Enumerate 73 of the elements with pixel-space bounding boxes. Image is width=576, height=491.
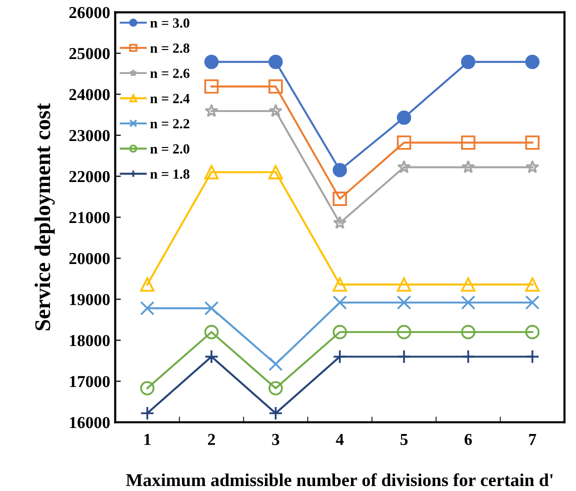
point: [396, 110, 412, 125]
point: [461, 295, 476, 310]
y-tick-label: 20000: [69, 252, 110, 264]
legend-label: n = 2.8: [150, 43, 190, 53]
point: [396, 135, 412, 150]
y-tick-label: 26000: [69, 6, 110, 18]
x-tick-label: 2: [208, 434, 215, 445]
point: [268, 165, 283, 180]
point: [396, 277, 412, 292]
point: [332, 350, 347, 364]
point: [204, 165, 219, 180]
point: [396, 350, 412, 364]
point: [268, 104, 283, 118]
point: [396, 295, 412, 310]
legend-label: n = 2.2: [150, 119, 190, 128]
y-tick-label: 24000: [69, 88, 110, 100]
point: [461, 160, 476, 174]
point: [332, 216, 347, 229]
point: [461, 54, 476, 70]
y-tick-label: 23000: [69, 130, 110, 142]
point: [332, 192, 347, 206]
point: [332, 324, 347, 340]
point: [204, 301, 219, 316]
point: [268, 381, 283, 396]
legend-label: n = 2.0: [150, 144, 190, 154]
point: [204, 54, 219, 70]
point: [140, 277, 154, 292]
x-tick-label: 1: [144, 434, 151, 445]
point: [397, 160, 411, 174]
point: [204, 324, 219, 340]
point: [268, 356, 283, 372]
x-axis-title: Maximum admissible number of divisions for certain d': [126, 473, 553, 486]
y-tick-label: 25000: [69, 48, 110, 60]
point: [140, 406, 154, 420]
point: [140, 381, 154, 396]
point: [204, 104, 218, 118]
point: [461, 277, 476, 292]
point: [461, 350, 476, 364]
legend-label: n = 2.6: [150, 68, 190, 78]
y-axis-title: Service deployment cost: [34, 103, 55, 330]
point: [461, 324, 476, 340]
y-tick-label: 16000: [70, 416, 110, 428]
x-tick-label: 7: [529, 434, 536, 445]
x-tick-label: 5: [400, 434, 408, 446]
legend-label: n = 2.4: [150, 94, 190, 104]
point: [525, 277, 540, 292]
point: [526, 160, 540, 174]
point: [204, 350, 219, 364]
point: [332, 162, 347, 178]
y-tick-label: 18000: [70, 334, 110, 346]
y-tick-label: 17000: [70, 376, 110, 388]
point: [525, 295, 540, 310]
point: [268, 406, 283, 420]
point: [525, 135, 540, 150]
x-tick-label: 4: [336, 434, 344, 445]
point: [268, 54, 283, 70]
x-tick-label: 6: [464, 434, 472, 446]
legend-label: n = 3.0: [150, 18, 190, 28]
x-tick-label: 3: [272, 434, 280, 446]
legend-label: n = 1.8: [150, 169, 190, 179]
point: [461, 135, 476, 150]
point: [268, 79, 283, 94]
point: [332, 277, 347, 292]
point: [332, 295, 347, 310]
point: [140, 301, 154, 316]
point: [396, 324, 412, 340]
y-tick-label: 21000: [69, 212, 110, 224]
point: [525, 54, 540, 70]
y-tick-label: 19000: [70, 294, 110, 306]
point: [204, 79, 219, 94]
point: [525, 324, 540, 340]
point: [525, 350, 540, 364]
y-tick-label: 22000: [69, 170, 110, 182]
